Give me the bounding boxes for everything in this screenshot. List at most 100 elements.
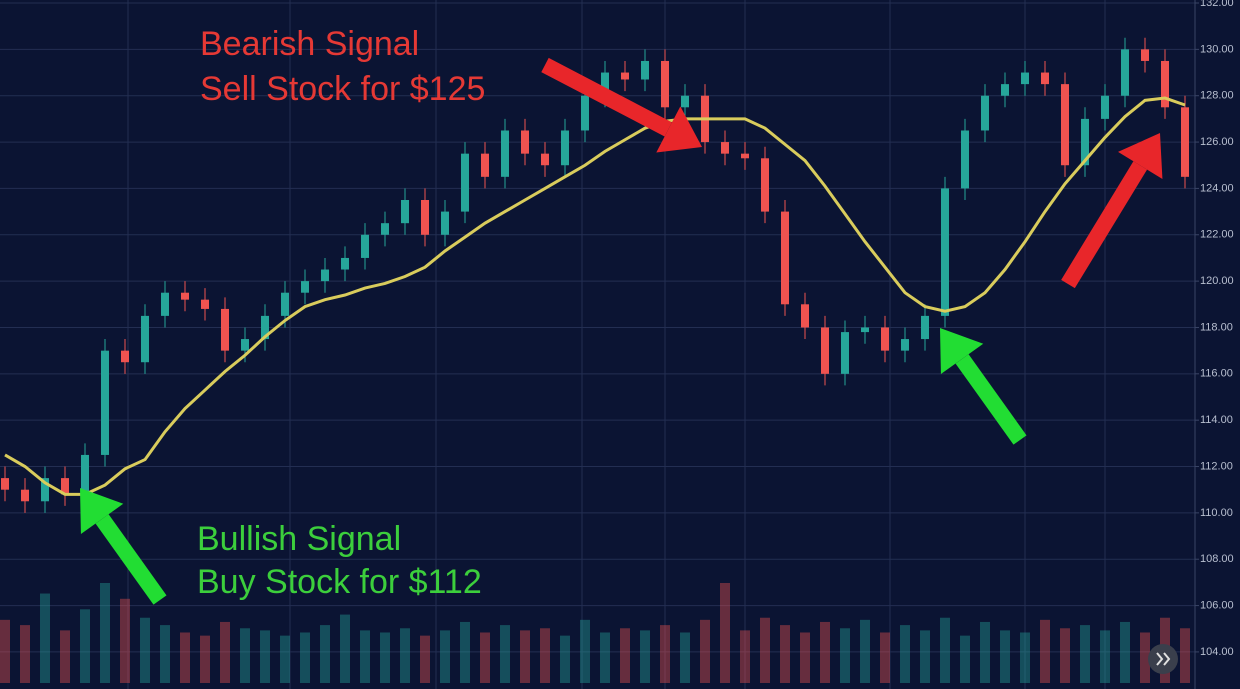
volume-bar xyxy=(40,593,50,683)
candle-body xyxy=(881,327,889,351)
candle-body xyxy=(1141,49,1149,61)
annotation: Bearish Signal xyxy=(200,25,419,63)
volume-bar xyxy=(400,628,410,683)
candle-body xyxy=(181,292,189,300)
arrow-head xyxy=(1118,133,1163,179)
y-tick-label: 132.00 xyxy=(1200,0,1234,9)
volume-bar xyxy=(740,630,750,683)
arrow-head xyxy=(80,488,124,535)
volume-bar xyxy=(80,609,90,683)
y-tick-label: 106.00 xyxy=(1200,599,1234,611)
candle-body xyxy=(201,299,209,309)
volume-bar xyxy=(1060,628,1070,683)
candle-body xyxy=(561,130,569,166)
volume-bar xyxy=(420,635,430,683)
chevron[interactable] xyxy=(1163,652,1171,666)
volume-bar xyxy=(280,635,290,683)
candle-body xyxy=(161,292,169,316)
volume-bar xyxy=(1040,619,1050,683)
y-tick-label: 130.00 xyxy=(1200,43,1234,55)
volume-bar xyxy=(1080,625,1090,683)
volume-bar xyxy=(240,628,250,683)
candle-body xyxy=(841,332,849,374)
overlay-layer: Bearish Signal Sell Stock for $125 Bullish… xyxy=(4,25,1186,605)
candle-body xyxy=(921,315,929,340)
y-tick-label: 122.00 xyxy=(1200,229,1234,241)
volume-bar xyxy=(480,632,490,683)
y-tick-label: 112.00 xyxy=(1200,460,1233,472)
candle-body xyxy=(21,489,29,502)
candle-body xyxy=(341,257,349,270)
arrow-shaft xyxy=(95,514,167,605)
candle-body xyxy=(241,339,249,351)
candle-body xyxy=(421,200,429,235)
volume-bar xyxy=(260,630,270,683)
candle-body xyxy=(361,234,369,258)
candle-body xyxy=(481,153,489,177)
y-tick-label: 110.00 xyxy=(1200,507,1233,519)
volume-bar xyxy=(800,632,810,683)
volume-bar xyxy=(660,625,670,683)
y-tick-label: 104.00 xyxy=(1200,646,1234,658)
y-tick-label: 124.00 xyxy=(1200,182,1234,194)
volume-bar xyxy=(180,632,190,683)
volume-bar xyxy=(860,619,870,683)
candle-body xyxy=(901,339,909,351)
candle-body xyxy=(141,315,149,363)
candle-body xyxy=(1041,72,1049,85)
candle-body xyxy=(1061,84,1069,166)
scroll-button[interactable] xyxy=(1148,644,1178,674)
volume-bar xyxy=(1120,621,1130,683)
volume-bar xyxy=(820,621,830,683)
annotation: Sell Stock for $125 xyxy=(200,70,485,108)
volume-bar xyxy=(520,630,530,683)
chevron[interactable] xyxy=(1156,652,1164,666)
volume-bar xyxy=(380,632,390,683)
candle-body xyxy=(401,200,409,224)
y-tick-label: 120.00 xyxy=(1200,275,1234,287)
moving-average-line xyxy=(4,96,1186,496)
candle-body xyxy=(461,153,469,212)
volume-bar xyxy=(1020,632,1030,683)
volume-bar xyxy=(500,625,510,683)
volume-bar xyxy=(680,632,690,683)
volume-bar xyxy=(460,621,470,683)
candle-body xyxy=(541,153,549,166)
candle-body xyxy=(621,72,629,80)
candle-body xyxy=(961,130,969,189)
candle-body xyxy=(61,478,69,495)
volume-bar xyxy=(0,619,10,683)
candle-body xyxy=(601,72,609,96)
volume-bar xyxy=(980,621,990,683)
candle-body xyxy=(761,158,769,212)
candle-body xyxy=(981,95,989,131)
candle-body xyxy=(321,269,329,282)
candle-body xyxy=(301,281,309,293)
volume-bar xyxy=(640,630,650,683)
candle-body xyxy=(641,60,649,80)
candle-body xyxy=(381,223,389,235)
volume-bar xyxy=(940,617,950,683)
volume-bar xyxy=(60,630,70,683)
y-tick-label: 114.00 xyxy=(1200,414,1233,426)
volume-bar xyxy=(100,583,110,683)
volume-bar xyxy=(540,628,550,683)
candle-body xyxy=(1181,107,1189,177)
candle-body xyxy=(661,60,669,108)
arrow-head xyxy=(940,328,984,375)
volume-bar xyxy=(1000,630,1010,683)
candle-body xyxy=(501,130,509,177)
candle-body xyxy=(81,454,89,495)
candle-body xyxy=(721,142,729,154)
candle-body xyxy=(101,350,109,455)
volume-bar xyxy=(780,625,790,683)
volume-bar xyxy=(840,628,850,683)
annotation: Bullish Signal xyxy=(197,520,401,558)
volume-bar xyxy=(580,619,590,683)
y-tick-label: 128.00 xyxy=(1200,90,1234,102)
volume-bar xyxy=(140,617,150,683)
candle-body xyxy=(781,211,789,305)
candle-body xyxy=(221,308,229,351)
arrow-head xyxy=(656,106,702,153)
